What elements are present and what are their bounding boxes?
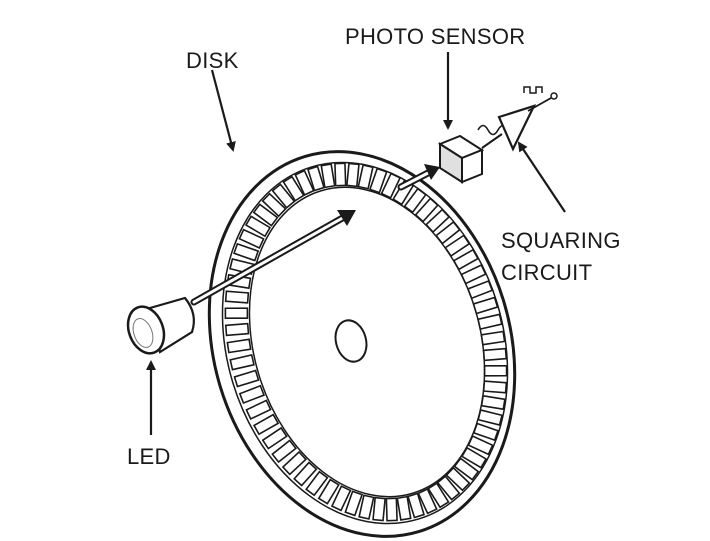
disk-slot [417,488,438,515]
disk-slot [403,187,427,214]
disk-slot [261,426,288,450]
disk-slot [224,290,250,304]
photo-sensor [437,134,485,184]
led [126,296,195,355]
disk-slot [445,466,471,492]
label-circuit: CIRCUIT [501,260,592,285]
disk-slot [238,228,265,250]
disk-slot [226,338,252,354]
disk-slot [482,347,508,362]
disk-slot [467,434,494,456]
led-lens-highlight [132,318,154,348]
disk-slot [344,490,364,517]
disk-slot [414,197,439,223]
disk-slot [317,478,340,505]
disk-slot [407,492,425,519]
disk-slot [480,330,506,346]
disk-slot [252,413,280,436]
disk-slot [224,307,249,320]
disk-slot [436,475,461,501]
disk-slot [482,380,508,394]
disk-slot [252,203,279,227]
disk-slot [460,264,487,285]
squaring-circuit-pointer-arrow [517,141,566,213]
disk [207,150,517,538]
disk-slot [435,220,461,245]
sensor-input-arrow [397,164,440,191]
disk-slot [483,364,508,377]
disk-slot [425,208,451,234]
disk-slot [368,167,388,194]
disk-slot [293,461,318,487]
disk-slot [345,162,360,188]
disk-slot [477,409,503,426]
disk-slot [305,470,329,497]
disk-slot [224,322,250,337]
disk-slot [282,175,305,202]
disk-slot [281,450,307,476]
disk-slot [233,369,260,388]
disk-slot [453,457,480,481]
disk-slot [467,279,494,300]
label-disk: DISK [186,48,239,73]
disk-slot [444,234,471,258]
light-beam-arrow [190,210,356,306]
disk-slot [233,242,260,262]
disk-slot [460,446,488,469]
label-squaring: SQUARING [501,228,621,253]
disk-slot [452,248,480,271]
squaring-circuit [497,92,558,152]
disk-slot [480,394,506,411]
disk-slot [472,296,499,315]
disk-slot [307,165,325,192]
disk-slot [358,494,375,520]
disk-slot [372,496,387,522]
disk-slot [294,169,315,196]
disk-slot [357,164,374,190]
disk-center-hole [334,319,368,363]
disk-slot [261,192,287,218]
sensor-to-circuit-wire [481,133,503,149]
disk-slot [229,354,255,371]
disk-slot [427,482,450,509]
square-wave-signal-icon [523,86,543,94]
disk-slot [320,163,336,189]
disk-slot [271,439,297,464]
label-led: LED [127,444,171,469]
disk-slot [245,399,272,420]
disk-slot [472,422,499,442]
disk-slot [330,485,352,512]
disk-slot [396,495,412,521]
disk-slot [271,183,296,209]
disk-slot [244,215,272,238]
label-photo-sensor: PHOTO SENSOR [345,24,525,49]
disk-slot-band-outer [221,161,509,525]
disk-pointer-arrow [210,69,236,152]
disk-slot [385,497,398,522]
disk-slot [334,162,347,187]
disk-slot [380,172,402,199]
disk-slot [238,384,265,405]
disk-slot [477,313,503,330]
